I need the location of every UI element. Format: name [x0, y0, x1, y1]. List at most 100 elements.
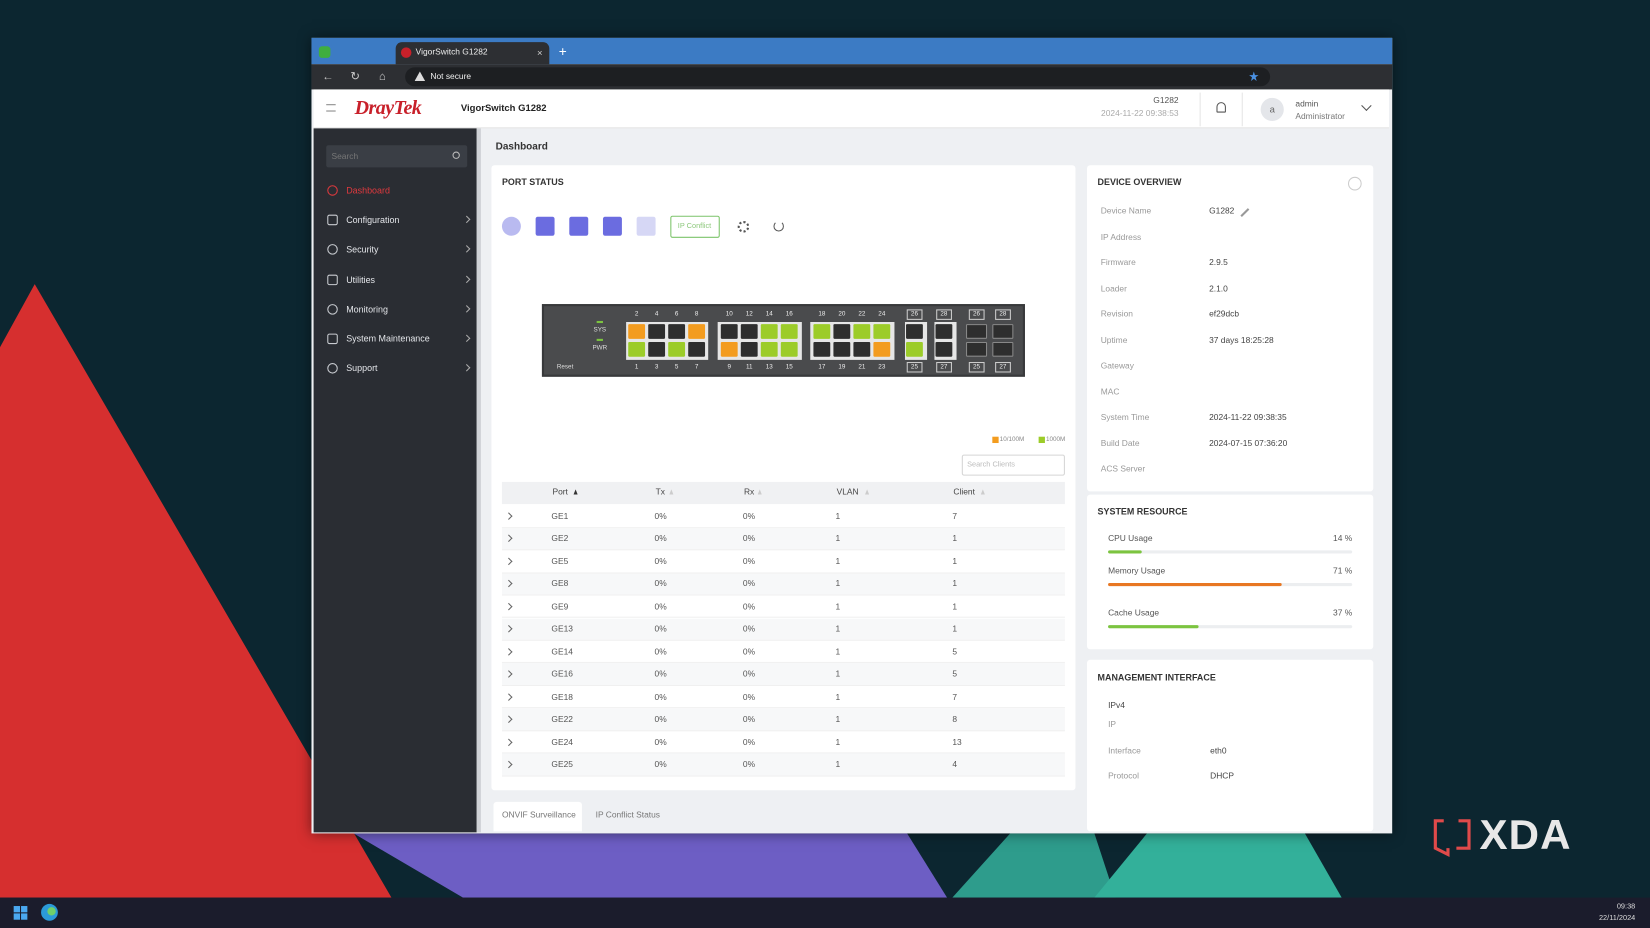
- table-cell: 1: [835, 579, 841, 589]
- menu-label: Dashboard: [346, 184, 390, 196]
- port[interactable]: [720, 324, 738, 339]
- port[interactable]: [966, 341, 988, 357]
- port[interactable]: [873, 341, 891, 357]
- client-search[interactable]: [961, 454, 1065, 476]
- refresh-button[interactable]: [773, 220, 784, 232]
- settings-button[interactable]: [737, 220, 750, 233]
- port[interactable]: [648, 341, 666, 357]
- port[interactable]: [966, 324, 988, 339]
- table-row[interactable]: [501, 527, 1065, 551]
- menu-item[interactable]: [320, 179, 474, 202]
- table-row[interactable]: [501, 595, 1065, 619]
- table-row[interactable]: [501, 640, 1065, 664]
- new-tab[interactable]: +: [558, 43, 567, 59]
- menu-item[interactable]: [320, 268, 474, 291]
- port[interactable]: [992, 341, 1014, 357]
- taskbar-time: 09:38: [1616, 903, 1636, 911]
- column-header[interactable]: VLAN: [836, 487, 859, 497]
- port[interactable]: [780, 324, 798, 339]
- table-row[interactable]: [501, 663, 1065, 686]
- table-row[interactable]: [501, 573, 1065, 596]
- table-cell: 1: [835, 669, 841, 679]
- port[interactable]: [833, 341, 851, 357]
- port[interactable]: [780, 341, 798, 357]
- table-cell: 1: [835, 691, 841, 702]
- menu-toggle[interactable]: [326, 104, 336, 112]
- window-button[interactable]: [318, 46, 331, 58]
- port[interactable]: [992, 324, 1014, 339]
- port[interactable]: [813, 324, 831, 339]
- avatar[interactable]: a: [1260, 97, 1284, 122]
- table-row[interactable]: [501, 753, 1065, 777]
- port[interactable]: [648, 324, 666, 339]
- table-cell: GE5: [551, 556, 569, 567]
- menu-item[interactable]: [320, 298, 474, 321]
- column-header[interactable]: Rx: [743, 487, 755, 497]
- port[interactable]: [873, 324, 891, 339]
- port-filter-button[interactable]: [535, 216, 555, 236]
- tab[interactable]: [395, 42, 550, 65]
- port[interactable]: [935, 324, 953, 339]
- table-row[interactable]: [501, 685, 1065, 709]
- table-cell: 0%: [742, 601, 756, 612]
- user-role: Administrator: [1295, 111, 1345, 122]
- resource-track: [1108, 550, 1353, 554]
- port[interactable]: [628, 341, 646, 357]
- bottom-tab[interactable]: [493, 801, 582, 832]
- table-row[interactable]: [501, 505, 1065, 528]
- bottom-tab-label[interactable]: IP Conflict Status: [595, 810, 661, 820]
- table-cell: 0%: [654, 714, 667, 725]
- port[interactable]: [853, 341, 871, 357]
- detail-button[interactable]: [1347, 176, 1362, 191]
- port[interactable]: [813, 341, 831, 357]
- port[interactable]: [668, 324, 686, 339]
- table-row[interactable]: [501, 708, 1065, 732]
- port[interactable]: [906, 341, 923, 357]
- menu-item[interactable]: [320, 357, 474, 380]
- sidebar-search[interactable]: [326, 145, 468, 168]
- port[interactable]: [740, 324, 758, 339]
- ip-conflict-button[interactable]: [670, 215, 720, 238]
- table-cell: GE24: [551, 737, 573, 747]
- column-header[interactable]: Tx: [655, 487, 665, 497]
- address-bar[interactable]: [405, 67, 1271, 87]
- port[interactable]: [906, 324, 923, 339]
- port[interactable]: [688, 341, 706, 357]
- resource-bar: [1108, 582, 1282, 587]
- port[interactable]: [853, 324, 871, 339]
- port-filter-button[interactable]: [602, 216, 622, 236]
- port[interactable]: [760, 341, 778, 357]
- menu-item[interactable]: [320, 238, 474, 261]
- nav-button[interactable]: ⌂: [378, 70, 386, 84]
- bottom-tab-label[interactable]: ONVIF Surveillance: [501, 810, 576, 820]
- port[interactable]: [668, 341, 686, 357]
- port[interactable]: [720, 341, 738, 357]
- field-label: Uptime: [1100, 335, 1128, 345]
- column-header[interactable]: Client: [953, 487, 975, 497]
- table-row[interactable]: [501, 550, 1065, 574]
- table-cell: 0%: [742, 669, 756, 679]
- port[interactable]: [628, 324, 646, 339]
- port[interactable]: [935, 341, 953, 357]
- port-number: 11: [745, 364, 753, 371]
- port[interactable]: [740, 341, 758, 357]
- tab-close[interactable]: ×: [537, 47, 543, 58]
- port-filter-button[interactable]: [569, 216, 589, 236]
- nav-button[interactable]: ↻: [350, 70, 361, 84]
- column-header[interactable]: Port: [552, 487, 568, 497]
- table-cell: 0%: [654, 556, 667, 567]
- table-row[interactable]: [501, 618, 1065, 641]
- menu-icon: [327, 363, 338, 374]
- port[interactable]: [688, 324, 706, 339]
- notification-bell[interactable]: [1216, 102, 1226, 113]
- model-name: G1282: [1153, 95, 1179, 106]
- favorite-star[interactable]: [1249, 71, 1259, 82]
- port-filter-button[interactable]: [501, 216, 521, 236]
- table-row[interactable]: [501, 731, 1065, 754]
- table-cell: 1: [835, 601, 841, 612]
- port-filter-button[interactable]: [636, 216, 656, 236]
- port[interactable]: [833, 324, 851, 339]
- nav-button[interactable]: ←: [322, 70, 334, 84]
- port[interactable]: [760, 324, 778, 339]
